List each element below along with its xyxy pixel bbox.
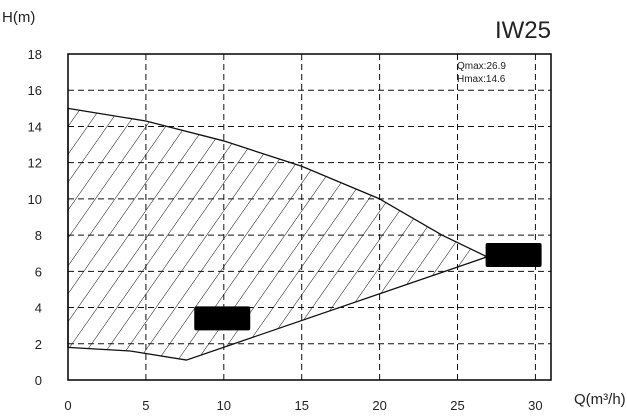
chart-title: IW25 [495,17,551,44]
y-tick-label: 0 [35,373,42,388]
x-tick-label: 20 [372,398,386,413]
marker-box [485,243,542,268]
y-tick-label: 14 [28,119,42,134]
x-tick-label: 25 [450,398,464,413]
y-tick-label: 4 [35,301,42,316]
y-tick-label: 10 [28,192,42,207]
x-axis-label: Q(m³/h) [574,391,626,408]
markers [194,243,542,331]
x-tick-label: 5 [142,398,149,413]
hmax-note: Hmax:14.6 [457,74,506,85]
y-tick-label: 6 [35,264,42,279]
operating-range-area [67,107,489,361]
y-tick-label: 16 [28,83,42,98]
y-tick-label: 8 [35,228,42,243]
y-tick-label: 12 [28,156,42,171]
y-axis-label: H(m) [2,9,35,26]
operating-area [67,107,489,361]
y-tick-label: 2 [35,337,42,352]
x-tick-label: 0 [64,398,71,413]
y-tick-label: 18 [28,47,42,62]
plot-border [67,53,552,381]
x-tick-label: 15 [294,398,308,413]
y-axis-ticks: 0 2 4 6 8 10 12 14 16 18 [28,47,42,388]
marker-box [194,306,251,331]
x-tick-label: 30 [528,398,542,413]
x-tick-label: 10 [217,398,231,413]
qmax-note: Qmax:26.9 [457,61,506,72]
x-axis-ticks: 0 5 10 15 20 25 30 [64,398,542,413]
